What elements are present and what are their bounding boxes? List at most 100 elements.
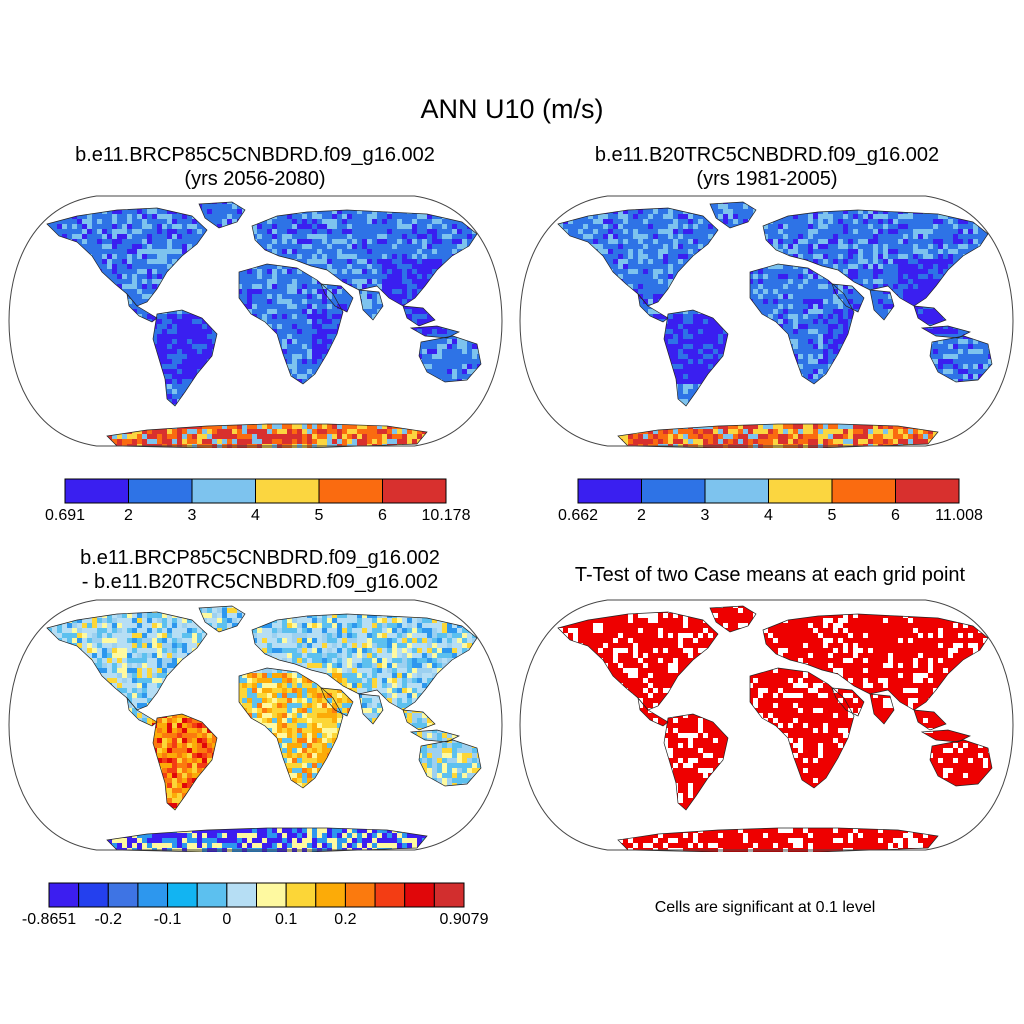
coastline xyxy=(709,201,757,229)
colorbar-tick-label: -0.1 xyxy=(153,911,182,928)
coastline xyxy=(320,687,354,717)
panel-2-case-name: b.e11.B20TRC5CNBDRD.f09_g16.002 xyxy=(594,144,940,166)
coastline xyxy=(106,827,428,852)
panel-3-title: b.e11.BRCP85C5CNBDRD.f09_g16.002 - b.e11… xyxy=(20,546,500,594)
colorbar-panel-1 xyxy=(64,478,447,504)
coastline xyxy=(920,325,971,339)
coastline xyxy=(929,335,993,383)
colorbar-swatch xyxy=(137,882,169,908)
colorbar-swatch xyxy=(895,478,960,504)
panel-2-title: b.e11.B20TRC5CNBDRD.f09_g16.002 (yrs 198… xyxy=(532,143,1002,191)
coastline xyxy=(418,739,482,787)
colorbar-swatch xyxy=(48,882,80,908)
colorbar-swatch xyxy=(831,478,896,504)
panel-4-title: T-Test of two Case means at each grid po… xyxy=(520,563,1020,587)
colorbar-tick-label: 0.9079 xyxy=(439,911,489,928)
colorbar-swatch xyxy=(196,882,228,908)
coastline xyxy=(402,305,436,327)
coastline xyxy=(637,292,669,323)
colorbar-tick-label: 0.691 xyxy=(44,507,86,524)
colorbar-tick-label: 0.1 xyxy=(275,911,298,928)
colorbar-tick-label: 0 xyxy=(222,911,232,928)
coastline xyxy=(106,423,428,448)
coastline xyxy=(929,739,993,787)
coastline xyxy=(762,613,989,711)
colorbar-swatch xyxy=(704,478,769,504)
coastline xyxy=(358,289,384,321)
colorbar-tick-label: 2 xyxy=(124,507,133,524)
map-panel-4 xyxy=(519,599,1014,852)
map-3-content xyxy=(8,599,503,852)
coastline xyxy=(238,667,344,789)
coastline xyxy=(617,423,939,448)
map-panel-2 xyxy=(519,195,1014,448)
coastline xyxy=(238,263,344,385)
colorbar-swatch xyxy=(641,478,706,504)
colorbar-swatch xyxy=(255,478,320,504)
colorbar-tick-label: 3 xyxy=(187,507,197,524)
colorbar-tick-label: 4 xyxy=(764,507,773,524)
colorbar-tick-label: 4 xyxy=(251,507,260,524)
colorbar-swatch xyxy=(382,478,447,504)
coastline xyxy=(152,713,218,811)
coastline xyxy=(913,709,947,731)
colorbar-tick-label: 6 xyxy=(378,507,387,524)
colorbar-swatch xyxy=(191,478,256,504)
coastline xyxy=(251,209,478,307)
map-panel-3 xyxy=(8,599,503,852)
coastline xyxy=(831,687,865,717)
colorbar-tick-label: 5 xyxy=(827,507,837,524)
coastline xyxy=(831,283,865,313)
colorbar-swatch xyxy=(226,882,258,908)
coastline xyxy=(920,729,971,743)
colorbar-swatch xyxy=(107,882,139,908)
coastline xyxy=(46,207,208,307)
coastline xyxy=(198,605,246,633)
colorbar-swatch xyxy=(404,882,435,908)
land-arabia xyxy=(832,688,864,716)
coastline xyxy=(762,209,989,307)
colorbar-swatch xyxy=(128,478,193,504)
colorbar-panel-3 xyxy=(48,882,465,908)
colorbar-swatch xyxy=(167,882,198,908)
colorbar-tick-label: 0.2 xyxy=(334,911,357,928)
colorbar-tick-label: -0.2 xyxy=(94,911,123,928)
panel-1-years: (yrs 2056-2080) xyxy=(184,168,326,190)
map-1-content xyxy=(8,195,503,448)
figure-title: ANN U10 (m/s) xyxy=(420,94,604,124)
colorbar-tick-label: 10.178 xyxy=(421,507,471,524)
coastline xyxy=(198,201,246,229)
map-2-content xyxy=(519,195,1014,448)
map-frame xyxy=(519,599,1014,851)
colorbar-tick-label: 6 xyxy=(891,507,900,524)
map-frame xyxy=(8,195,503,447)
panel-1-case-name: b.e11.BRCP85C5CNBDRD.f09_g16.002 xyxy=(75,144,435,166)
colorbar-swatch xyxy=(433,882,465,908)
coastline xyxy=(663,713,729,811)
coastline xyxy=(709,605,757,633)
colorbar-swatch xyxy=(285,882,317,908)
panel-3-minus-case: - b.e11.B20TRC5CNBDRD.f09_g16.002 xyxy=(81,571,439,593)
significance-note: Cells are significant at 0.1 level xyxy=(654,899,876,916)
colorbar-swatch xyxy=(577,478,642,504)
map-4-content xyxy=(519,599,1014,852)
coastline xyxy=(409,729,460,743)
coastline xyxy=(402,709,436,731)
coastline xyxy=(409,325,460,339)
colorbar-tick-label: 3 xyxy=(700,507,710,524)
map-frame xyxy=(519,195,1014,447)
colorbar-swatch xyxy=(374,882,406,908)
colorbar-panel-2 xyxy=(577,478,960,504)
colorbar-tick-label: 0.662 xyxy=(557,507,599,524)
coastline xyxy=(251,613,478,711)
coastline xyxy=(126,292,158,323)
coastline xyxy=(418,335,482,383)
coastline xyxy=(637,696,669,727)
coastline xyxy=(913,305,947,327)
colorbar-tick-label: -0.8651 xyxy=(21,911,77,928)
panel-4-ttest-title: T-Test of two Case means at each grid po… xyxy=(574,564,966,586)
coastline xyxy=(46,611,208,711)
coastline xyxy=(320,283,354,313)
panel-3-case-name: b.e11.BRCP85C5CNBDRD.f09_g16.002 xyxy=(80,547,440,569)
panel-2-years: (yrs 1981-2005) xyxy=(696,168,838,190)
